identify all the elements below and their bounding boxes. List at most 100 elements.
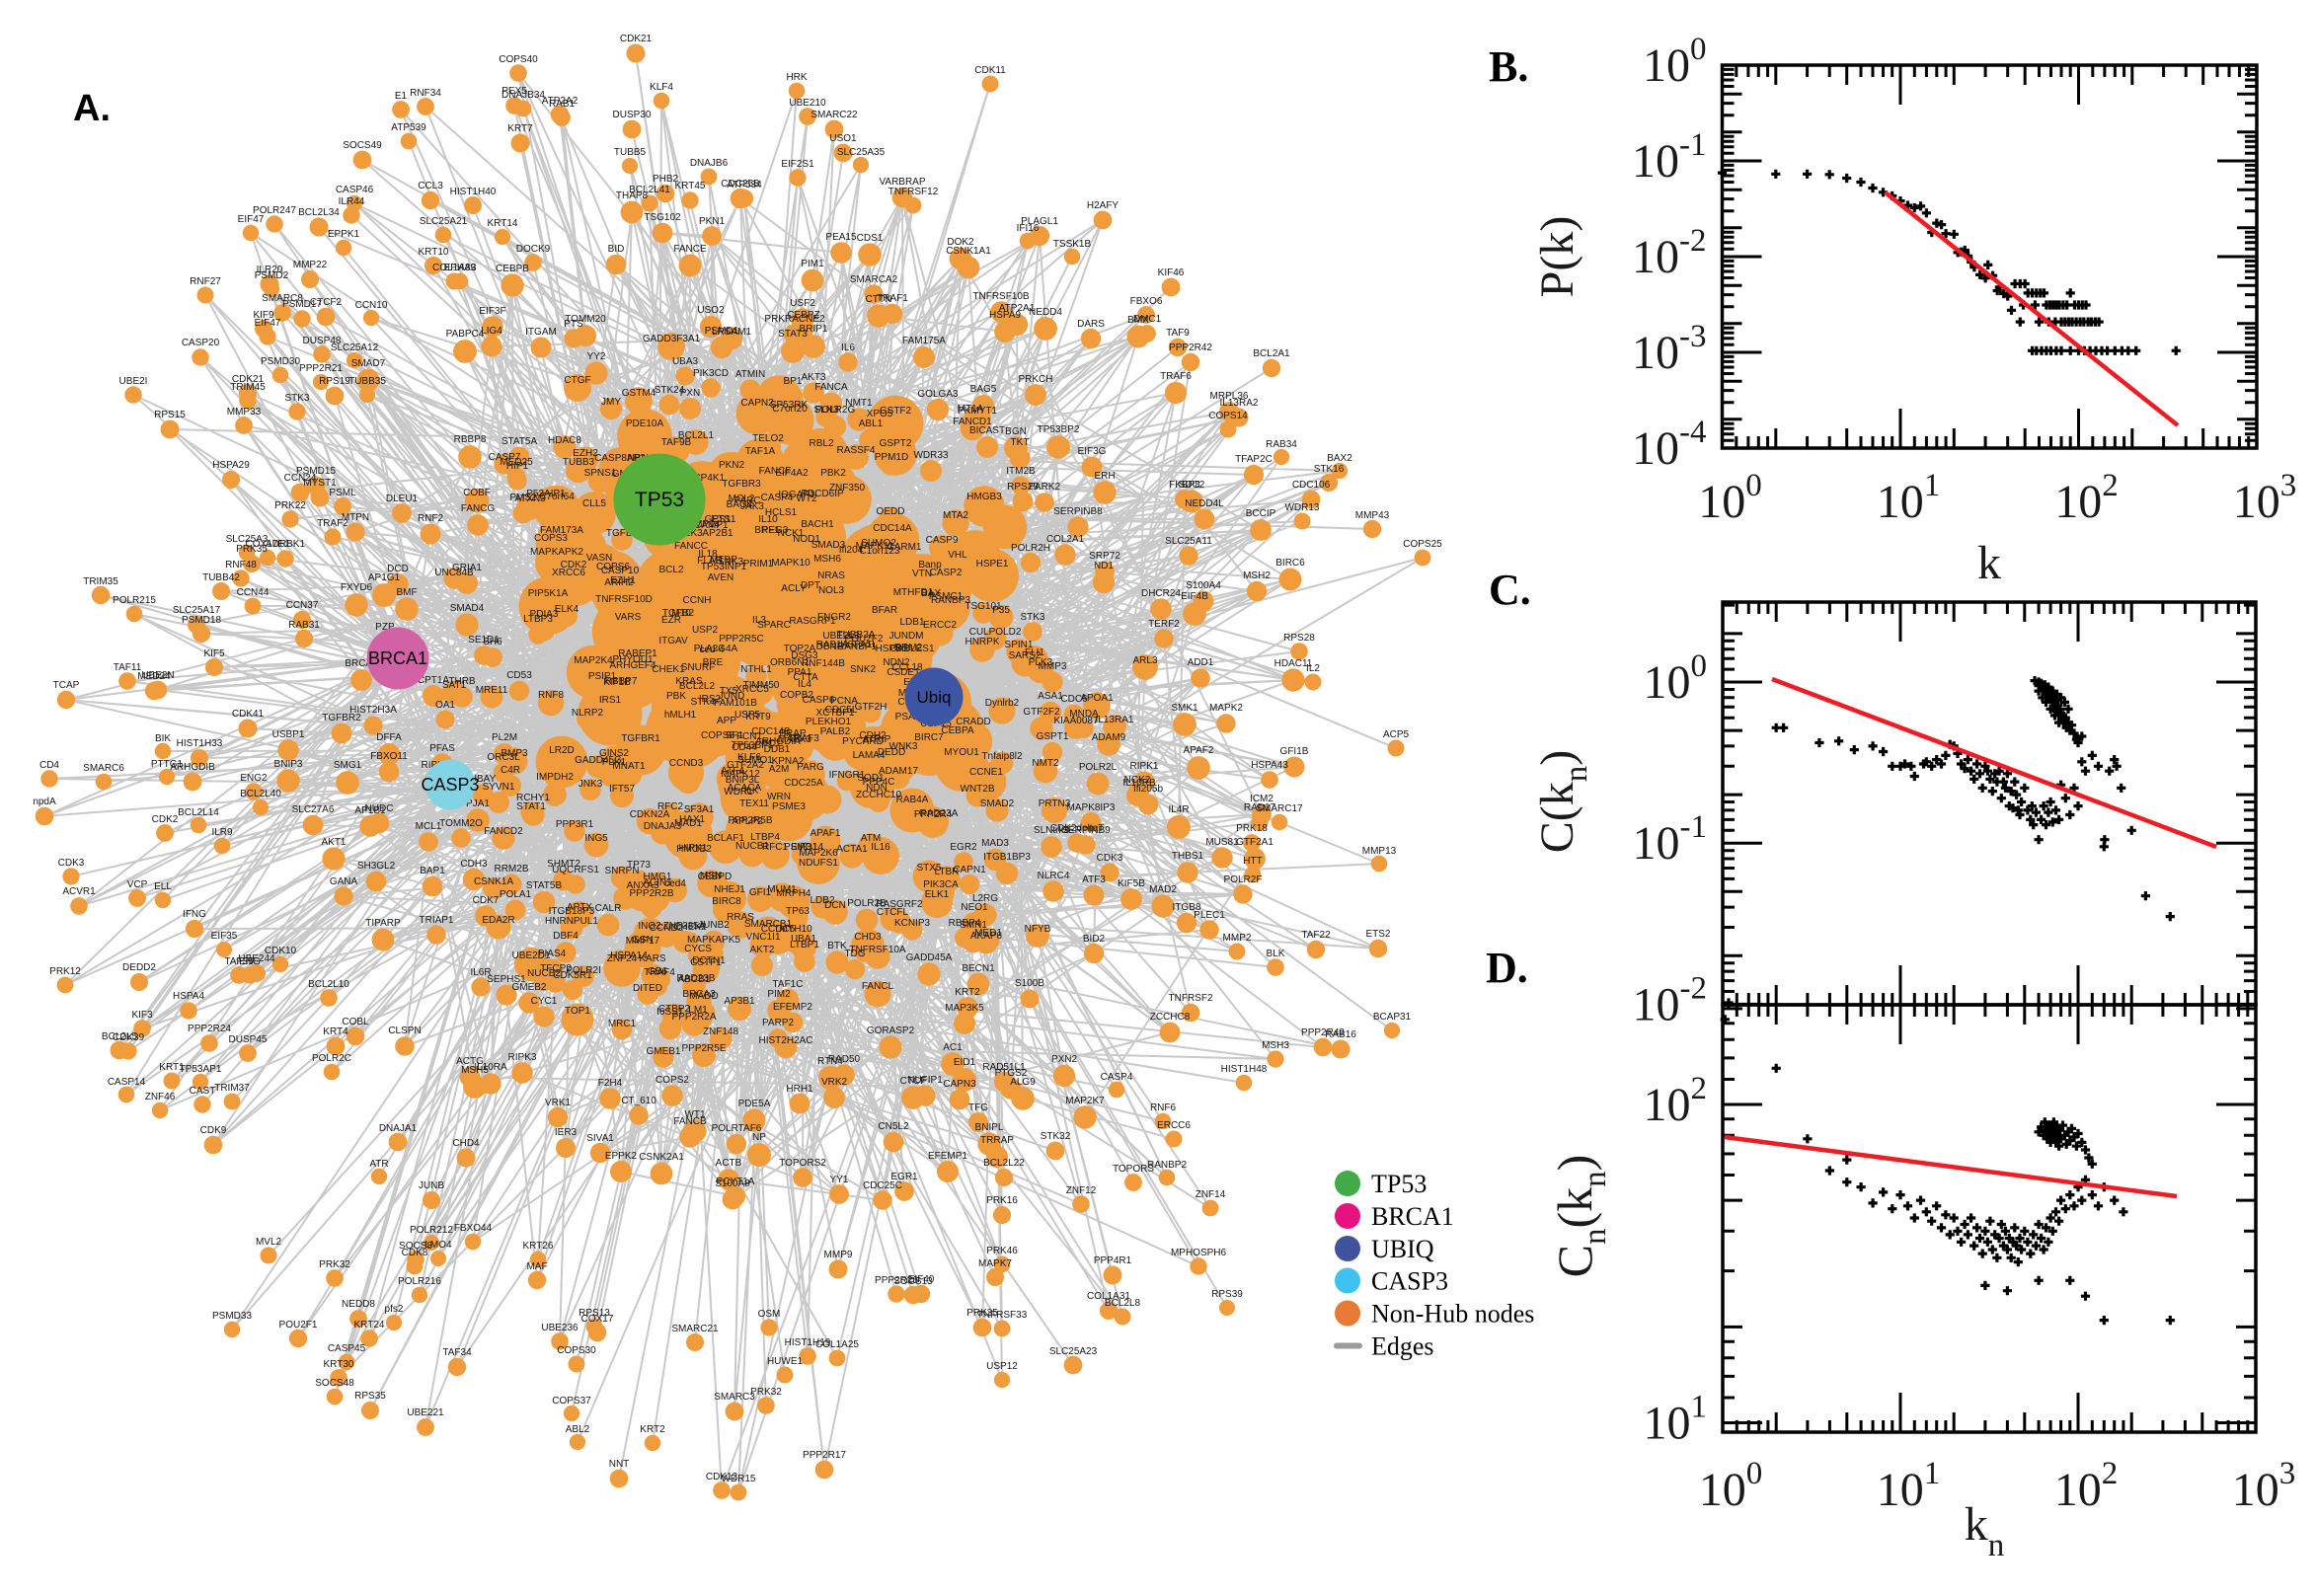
svg-text:CTTA: CTTA	[793, 672, 818, 683]
svg-text:MRC1: MRC1	[608, 1019, 637, 1029]
svg-text:COBL: COBL	[342, 1017, 369, 1027]
svg-text:WRN: WRN	[767, 792, 791, 802]
svg-text:CASP9: CASP9	[926, 535, 959, 546]
svg-text:CASP3: CASP3	[421, 775, 479, 795]
svg-text:FBXO11: FBXO11	[370, 751, 408, 762]
svg-text:RPS28: RPS28	[1283, 633, 1315, 644]
svg-text:FKBP8: FKBP8	[1169, 480, 1200, 491]
svg-text:RAB34: RAB34	[1266, 439, 1297, 450]
svg-text:TAF9B: TAF9B	[661, 437, 692, 448]
svg-text:UBAY: UBAY	[470, 774, 497, 785]
svg-text:NCK1: NCK1	[778, 528, 805, 539]
svg-text:HSPB1: HSPB1	[876, 644, 908, 654]
svg-text:AP2B1: AP2B1	[702, 528, 733, 539]
svg-text:TDG: TDG	[844, 949, 865, 959]
svg-text:LRSAM1: LRSAM1	[712, 327, 751, 338]
svg-text:SPARC: SPARC	[757, 620, 791, 631]
svg-text:CDK2: CDK2	[152, 814, 179, 825]
svg-text:RPS13: RPS13	[579, 1308, 610, 1319]
svg-text:IL6: IL6	[841, 342, 855, 353]
svg-text:TNFRSF10B: TNFRSF10B	[972, 291, 1030, 302]
svg-text:JNK3: JNK3	[579, 779, 603, 790]
svg-text:PDCD6IP: PDCD6IP	[801, 489, 844, 499]
svg-text:CCNH: CCNH	[683, 595, 712, 606]
svg-text:TX5: TX5	[720, 686, 738, 697]
svg-text:P35: P35	[992, 605, 1010, 616]
svg-text:ZNF12: ZNF12	[1066, 1185, 1097, 1196]
svg-text:PTTG1: PTTG1	[151, 759, 184, 770]
svg-text:MMP17: MMP17	[626, 936, 660, 947]
svg-text:PDE10A: PDE10A	[626, 418, 664, 429]
svg-text:FANCB: FANCB	[673, 1116, 707, 1127]
svg-text:RFC1: RFC1	[762, 842, 789, 853]
svg-text:AKT3: AKT3	[801, 372, 825, 383]
svg-text:MAPK11: MAPK11	[856, 541, 894, 552]
svg-text:PLK1: PLK1	[602, 757, 627, 768]
svg-text:TAF35: TAF35	[224, 956, 254, 967]
svg-text:TELO2: TELO2	[752, 433, 784, 444]
svg-text:NUDC: NUDC	[365, 803, 394, 814]
svg-text:IFI16: IFI16	[1017, 223, 1040, 234]
svg-text:CSNK1A: CSNK1A	[474, 876, 513, 887]
svg-text:P(k): P(k)	[1531, 216, 1583, 298]
svg-text:BCAP31: BCAP31	[1373, 1012, 1412, 1023]
svg-text:PRTN3: PRTN3	[1039, 798, 1071, 809]
svg-text:BP1: BP1	[784, 376, 803, 387]
svg-text:Ubiq: Ubiq	[917, 688, 952, 707]
svg-text:CYCS: CYCS	[684, 944, 712, 954]
svg-text:SNK3: SNK3	[718, 557, 744, 568]
svg-text:KIF9: KIF9	[253, 310, 274, 321]
svg-text:BRIP1: BRIP1	[800, 324, 828, 335]
svg-text:CDK21: CDK21	[232, 374, 265, 385]
svg-text:npdA: npdA	[33, 797, 56, 807]
svg-text:UBE244: UBE244	[238, 953, 275, 964]
svg-text:COL1A25: COL1A25	[815, 1339, 859, 1350]
svg-text:RANBP3: RANBP3	[931, 595, 970, 606]
svg-text:TRAF2: TRAF2	[317, 518, 348, 529]
svg-text:TRIM37: TRIM37	[214, 1083, 250, 1094]
svg-text:SARS2: SARS2	[1009, 650, 1042, 661]
svg-text:CDC25B: CDC25B	[721, 179, 760, 190]
svg-text:BAX: BAX	[921, 588, 941, 599]
svg-text:ABL2: ABL2	[566, 1424, 590, 1435]
svg-text:EIF2S1: EIF2S1	[781, 159, 814, 170]
svg-text:XRCC6: XRCC6	[552, 568, 585, 578]
svg-text:PSML: PSML	[329, 488, 356, 498]
svg-text:RRAS: RRAS	[727, 912, 754, 923]
svg-text:Tnfaip8l2: Tnfaip8l2	[981, 751, 1023, 762]
svg-text:YY2: YY2	[587, 351, 606, 362]
svg-text:TIPARP: TIPARP	[365, 918, 401, 929]
svg-text:MAD1: MAD1	[674, 818, 702, 829]
svg-text:TP53BP1: TP53BP1	[732, 740, 774, 751]
svg-text:DARS: DARS	[1077, 319, 1105, 330]
svg-text:DPT: DPT	[801, 580, 820, 591]
svg-text:CTBP2: CTBP2	[658, 1004, 691, 1015]
svg-text:NBN: NBN	[627, 453, 648, 464]
svg-text:WT1: WT1	[684, 1109, 706, 1120]
svg-text:EIF47: EIF47	[238, 214, 265, 225]
svg-text:WDR13: WDR13	[1284, 502, 1319, 513]
svg-text:JMY: JMY	[601, 397, 621, 408]
svg-text:CDC6: CDC6	[1060, 694, 1088, 705]
svg-text:PMS2: PMS2	[509, 493, 537, 503]
svg-text:RCHY1: RCHY1	[516, 793, 550, 803]
svg-text:GADD3F3A1: GADD3F3A1	[643, 334, 701, 344]
svg-text:BFAR: BFAR	[872, 605, 897, 616]
svg-text:CABLES1: CABLES1	[889, 644, 934, 654]
svg-text:TAF9: TAF9	[1166, 328, 1190, 339]
svg-text:HCLS1: HCLS1	[765, 507, 798, 518]
svg-text:MAD2: MAD2	[1149, 884, 1177, 895]
svg-text:LR2D: LR2D	[549, 745, 575, 756]
svg-text:USP12: USP12	[986, 1361, 1018, 1372]
svg-text:USP2: USP2	[692, 625, 719, 636]
svg-text:PPP2R5B: PPP2R5B	[728, 815, 772, 826]
svg-text:CASP6: CASP6	[803, 695, 835, 706]
svg-text:MMP3: MMP3	[1039, 661, 1067, 672]
svg-text:PTS: PTS	[564, 319, 583, 330]
svg-text:TOMM20: TOMM20	[565, 314, 606, 325]
svg-text:ETS1: ETS1	[711, 514, 735, 525]
svg-text:IFNGR1: IFNGR1	[829, 770, 866, 781]
svg-text:ITGAV: ITGAV	[658, 636, 688, 646]
svg-text:SDC2: SDC2	[1179, 480, 1205, 491]
svg-text:Edges: Edges	[1371, 1332, 1434, 1361]
